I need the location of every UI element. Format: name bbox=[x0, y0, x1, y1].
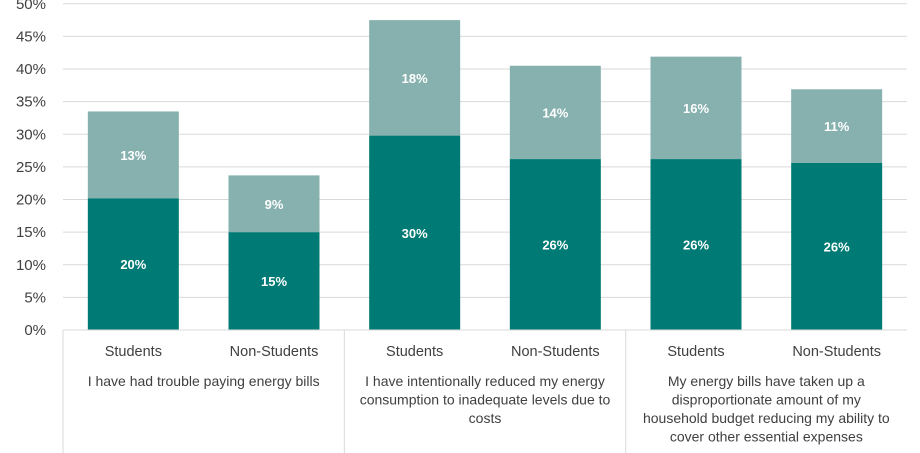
y-tick-label: 15% bbox=[16, 224, 46, 241]
data-label: 30% bbox=[402, 226, 428, 241]
data-label: 18% bbox=[402, 71, 428, 86]
group-label: disproportionate amount of my bbox=[672, 392, 861, 408]
data-label: 16% bbox=[683, 101, 709, 116]
group-label: costs bbox=[469, 410, 502, 426]
data-label: 15% bbox=[261, 274, 287, 289]
group-label: I have had trouble paying energy bills bbox=[88, 373, 320, 389]
data-label: 26% bbox=[683, 238, 709, 253]
category-label: Students bbox=[386, 344, 443, 360]
group-label: I have intentionally reduced my energy bbox=[365, 373, 605, 389]
y-tick-label: 0% bbox=[24, 322, 46, 339]
gridlines bbox=[63, 4, 907, 298]
category-label: Non-Students bbox=[511, 344, 600, 360]
data-label: 9% bbox=[265, 197, 284, 212]
group-label: cover other essential expenses bbox=[670, 429, 863, 445]
category-label: Students bbox=[667, 344, 724, 360]
bars bbox=[88, 20, 882, 330]
data-label: 20% bbox=[120, 257, 146, 272]
y-tick-label: 45% bbox=[16, 28, 46, 45]
y-tick-label: 30% bbox=[16, 126, 46, 143]
category-label: Non-Students bbox=[230, 344, 319, 360]
data-label: 11% bbox=[824, 119, 850, 134]
y-tick-label: 10% bbox=[16, 257, 46, 274]
group-label: consumption to inadequate levels due to bbox=[360, 392, 611, 408]
data-label: 13% bbox=[120, 148, 146, 163]
data-label: 26% bbox=[824, 239, 850, 254]
y-tick-label: 35% bbox=[16, 94, 46, 111]
data-label: 14% bbox=[542, 105, 568, 120]
y-tick-label: 5% bbox=[24, 289, 46, 306]
y-axis-ticks: 0% 5% 10% 15% 20% 25% 30% 35% 40% 45% 50% bbox=[16, 0, 46, 339]
y-tick-label: 25% bbox=[16, 159, 46, 176]
group-label: My energy bills have taken up a bbox=[668, 373, 865, 389]
category-label: Non-Students bbox=[792, 344, 881, 360]
category-axis: Students Non-Students Students Non-Students… bbox=[63, 330, 907, 453]
y-tick-label: 40% bbox=[16, 61, 46, 78]
y-tick-label: 20% bbox=[16, 192, 46, 209]
data-label: 26% bbox=[542, 238, 568, 253]
group-label: household budget reducing my ability to bbox=[643, 410, 890, 426]
y-tick-label: 50% bbox=[16, 0, 46, 13]
category-label: Students bbox=[105, 344, 162, 360]
